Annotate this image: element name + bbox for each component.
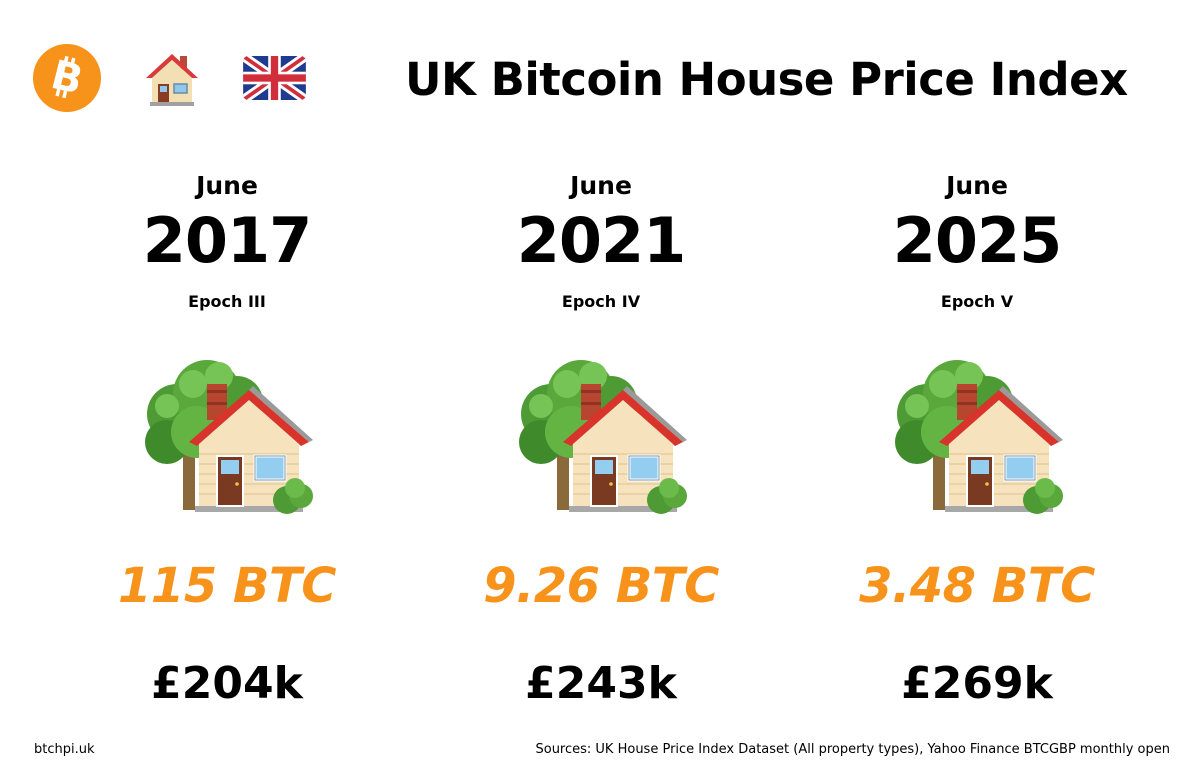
- house-with-tree-icon: [887, 354, 1067, 524]
- house-with-tree-icon: [137, 354, 317, 524]
- site-url: btchpi.uk: [34, 742, 95, 757]
- epoch-column: June 2021 Epoch IV 9.26 BTC £243k: [441, 170, 761, 710]
- sources-note: Sources: UK House Price Index Dataset (A…: [535, 742, 1170, 757]
- year-label: 2025: [892, 204, 1063, 277]
- uk-flag-icon: [243, 56, 306, 100]
- gbp-price: £204k: [151, 658, 303, 709]
- btc-price: 3.48 BTC: [859, 558, 1095, 614]
- month-label: June: [196, 171, 258, 200]
- house-icon: [146, 54, 198, 106]
- year-label: 2021: [516, 204, 687, 277]
- page-title: UK Bitcoin House Price Index: [405, 53, 1128, 106]
- month-label: June: [946, 171, 1008, 200]
- epoch-column: June 2017 Epoch III 115 BTC £204k: [67, 170, 387, 710]
- epoch-label: Epoch V: [940, 292, 1014, 311]
- epoch-label: Epoch III: [188, 292, 266, 311]
- epoch-column: June 2025 Epoch V 3.48 BTC £269k: [817, 170, 1137, 710]
- gbp-price: £269k: [901, 658, 1053, 709]
- year-label: 2017: [142, 204, 313, 277]
- btc-price: 9.26 BTC: [483, 558, 719, 614]
- gbp-price: £243k: [525, 658, 677, 709]
- house-with-tree-icon: [511, 354, 691, 524]
- btc-price: 115 BTC: [118, 558, 336, 614]
- bitcoin-logo-icon: B: [33, 44, 101, 112]
- month-label: June: [570, 171, 632, 200]
- epoch-label: Epoch IV: [561, 292, 641, 311]
